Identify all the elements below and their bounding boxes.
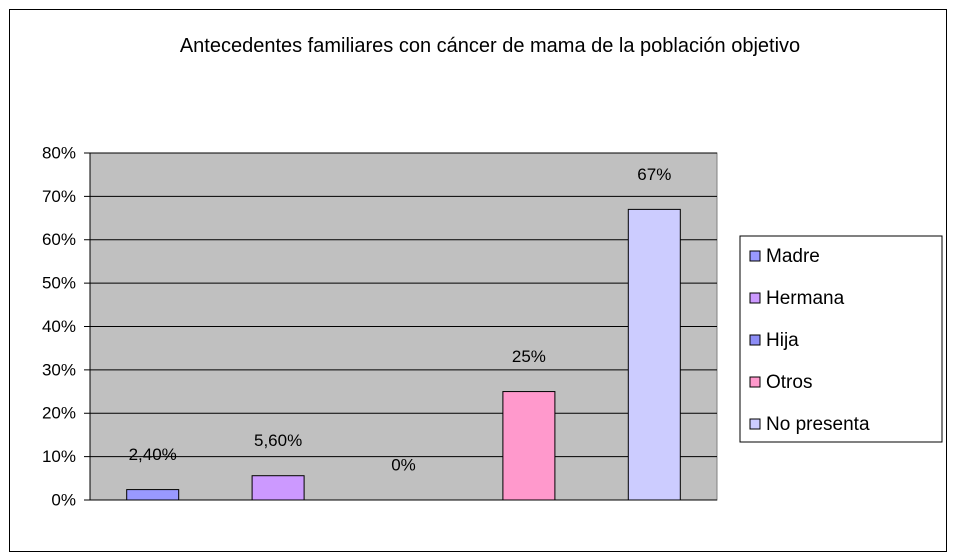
data-label: 25% [512, 347, 546, 366]
bar [126, 489, 180, 501]
y-tick-label: 10% [42, 447, 76, 466]
y-tick-label: 20% [42, 404, 76, 423]
bar [251, 475, 305, 501]
y-tick-label: 50% [42, 274, 76, 293]
legend-swatch [749, 418, 761, 430]
legend-swatch [749, 334, 761, 346]
bar [502, 391, 556, 501]
y-tick-label: 70% [42, 187, 76, 206]
legend-swatch [749, 250, 761, 262]
data-label: 67% [637, 165, 671, 184]
legend-swatch [749, 376, 761, 388]
y-tick-label: 60% [42, 230, 76, 249]
chart-title: Antecedentes familiares con cáncer de ma… [179, 35, 801, 57]
legend-label: Hermana [766, 288, 845, 309]
legend-box [739, 235, 943, 443]
legend-label: Otros [766, 372, 812, 393]
y-tick-label: 0% [51, 490, 76, 509]
legend-swatch [749, 292, 761, 304]
data-label: 0% [391, 455, 416, 474]
y-tick-label: 40% [42, 317, 76, 336]
legend-label: Hija [766, 330, 799, 351]
legend-label: No presenta [766, 414, 870, 435]
bar [627, 208, 681, 501]
y-tick-label: 80% [42, 143, 76, 162]
data-label: 2,40% [129, 445, 177, 464]
legend-label: Madre [766, 246, 820, 267]
data-label: 5,60% [254, 431, 302, 450]
y-tick-label: 30% [42, 360, 76, 379]
